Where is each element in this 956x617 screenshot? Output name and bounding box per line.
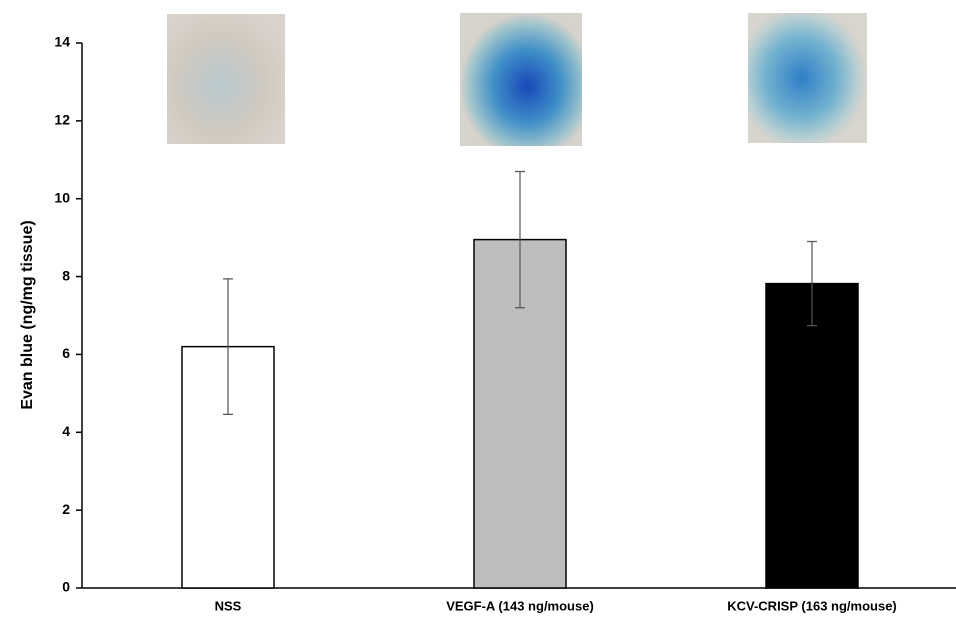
x-tick-label: NSS <box>215 598 242 613</box>
y-axis-label: Evan blue (ng/mg tissue) <box>19 220 36 409</box>
bar <box>765 282 859 589</box>
y-tick-label: 2 <box>62 501 70 517</box>
error-bar <box>515 170 525 309</box>
y-tick-label: 8 <box>62 267 70 283</box>
tissue-photo <box>748 13 867 143</box>
x-tick-label: VEGF-A (143 ng/mouse) <box>446 598 594 613</box>
y-tick-label: 0 <box>62 579 70 595</box>
y-tick-label: 6 <box>62 345 70 361</box>
y-tick-label: 4 <box>62 423 70 439</box>
y-tick-label: 12 <box>54 112 70 128</box>
y-tick-label: 10 <box>54 189 70 205</box>
error-bar <box>223 278 233 415</box>
y-tick-label: 14 <box>54 34 70 50</box>
x-tick-label: KCV-CRISP (163 ng/mouse) <box>727 598 897 613</box>
tissue-photo <box>167 14 285 144</box>
tissue-photo <box>460 13 582 146</box>
error-bar <box>807 240 817 327</box>
